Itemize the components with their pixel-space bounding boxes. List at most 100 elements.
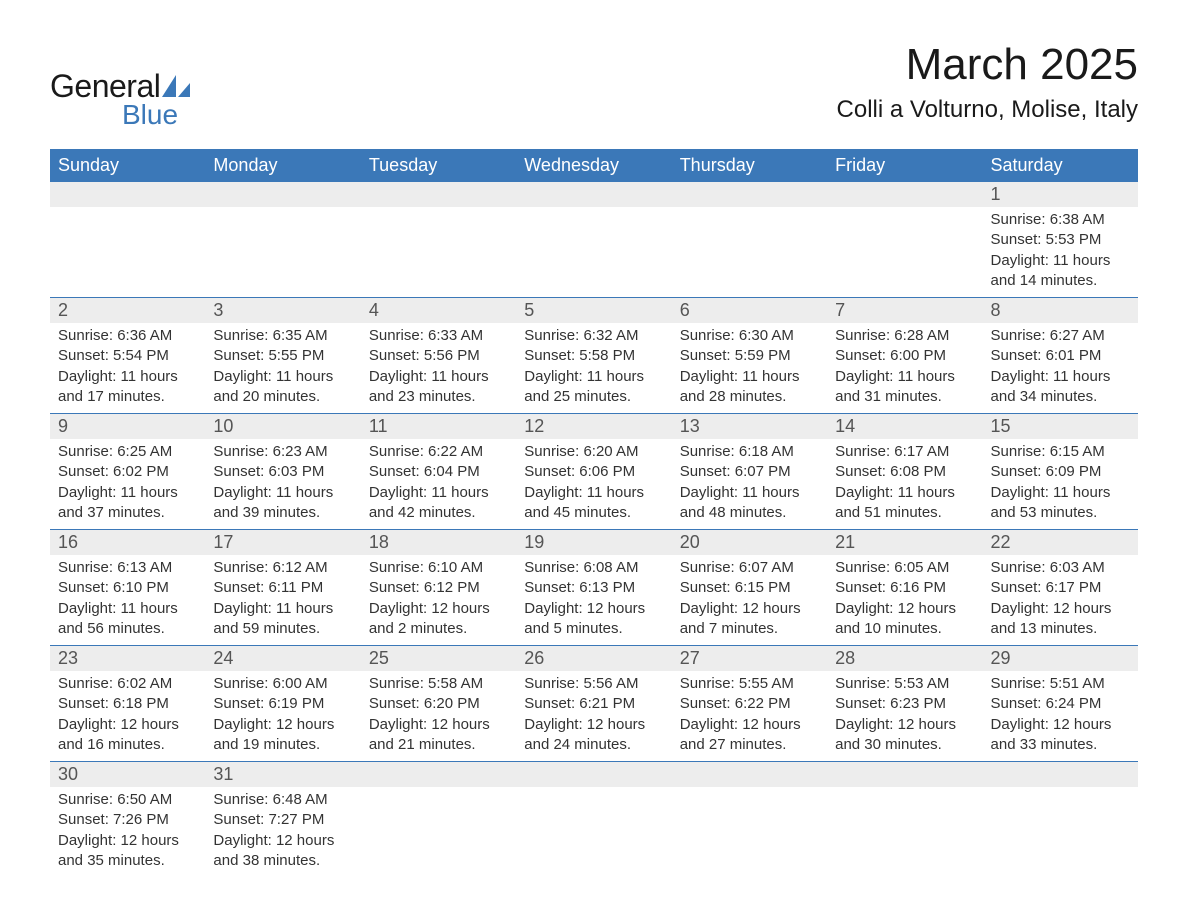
day-number: 9 [50,414,205,439]
sunrise-line: Sunrise: 6:18 AM [680,442,819,462]
title-block: March 2025 Colli a Volturno, Molise, Ita… [837,40,1138,124]
day-number: 20 [672,530,827,555]
day-detail: Sunrise: 5:53 AMSunset: 6:23 PMDaylight:… [827,671,982,761]
day-detail [983,787,1138,877]
day-number: 30 [50,762,205,787]
detail-row: Sunrise: 6:38 AMSunset: 5:53 PMDaylight:… [50,207,1138,297]
day-number [516,182,671,207]
sunset-line: Sunset: 6:12 PM [369,578,508,598]
day-detail: Sunrise: 6:35 AMSunset: 5:55 PMDaylight:… [205,323,360,413]
daynum-row: 16171819202122 [50,529,1138,555]
day-number: 6 [672,298,827,323]
sunset-line: Sunset: 6:07 PM [680,462,819,482]
day-number [361,182,516,207]
daylight-line: Daylight: 12 hours and 19 minutes. [213,715,352,756]
day-detail: Sunrise: 6:50 AMSunset: 7:26 PMDaylight:… [50,787,205,877]
daylight-line: Daylight: 12 hours and 7 minutes. [680,599,819,640]
sunset-line: Sunset: 5:58 PM [524,346,663,366]
sunrise-line: Sunrise: 6:12 AM [213,558,352,578]
sunrise-line: Sunrise: 6:28 AM [835,326,974,346]
day-detail: Sunrise: 6:10 AMSunset: 6:12 PMDaylight:… [361,555,516,645]
sunset-line: Sunset: 5:55 PM [213,346,352,366]
sunset-line: Sunset: 6:04 PM [369,462,508,482]
daylight-line: Daylight: 11 hours and 39 minutes. [213,483,352,524]
day-detail: Sunrise: 6:27 AMSunset: 6:01 PMDaylight:… [983,323,1138,413]
day-detail: Sunrise: 5:55 AMSunset: 6:22 PMDaylight:… [672,671,827,761]
sunset-line: Sunset: 6:09 PM [991,462,1130,482]
sunrise-line: Sunrise: 6:33 AM [369,326,508,346]
day-number: 12 [516,414,671,439]
day-number: 14 [827,414,982,439]
day-detail [361,207,516,297]
daylight-line: Daylight: 11 hours and 56 minutes. [58,599,197,640]
day-detail [361,787,516,877]
sunrise-line: Sunrise: 6:38 AM [991,210,1130,230]
sunrise-line: Sunrise: 5:53 AM [835,674,974,694]
day-detail: Sunrise: 6:15 AMSunset: 6:09 PMDaylight:… [983,439,1138,529]
daylight-line: Daylight: 11 hours and 20 minutes. [213,367,352,408]
day-detail: Sunrise: 5:51 AMSunset: 6:24 PMDaylight:… [983,671,1138,761]
sunset-line: Sunset: 6:20 PM [369,694,508,714]
daylight-line: Daylight: 11 hours and 31 minutes. [835,367,974,408]
day-number [672,182,827,207]
daynum-row: 1 [50,182,1138,207]
daylight-line: Daylight: 12 hours and 27 minutes. [680,715,819,756]
daylight-line: Daylight: 11 hours and 23 minutes. [369,367,508,408]
daylight-line: Daylight: 11 hours and 25 minutes. [524,367,663,408]
day-detail: Sunrise: 6:25 AMSunset: 6:02 PMDaylight:… [50,439,205,529]
day-number: 25 [361,646,516,671]
daylight-line: Daylight: 12 hours and 30 minutes. [835,715,974,756]
day-number: 10 [205,414,360,439]
day-number: 1 [983,182,1138,207]
detail-row: Sunrise: 6:25 AMSunset: 6:02 PMDaylight:… [50,439,1138,529]
day-number: 24 [205,646,360,671]
daylight-line: Daylight: 12 hours and 10 minutes. [835,599,974,640]
daylight-line: Daylight: 12 hours and 38 minutes. [213,831,352,872]
sunset-line: Sunset: 6:06 PM [524,462,663,482]
day-number [827,182,982,207]
day-number: 18 [361,530,516,555]
day-number [983,762,1138,787]
sunrise-line: Sunrise: 6:15 AM [991,442,1130,462]
daylight-line: Daylight: 11 hours and 59 minutes. [213,599,352,640]
day-number: 26 [516,646,671,671]
detail-row: Sunrise: 6:02 AMSunset: 6:18 PMDaylight:… [50,671,1138,761]
sunrise-line: Sunrise: 6:02 AM [58,674,197,694]
sunrise-line: Sunrise: 6:05 AM [835,558,974,578]
day-number: 17 [205,530,360,555]
day-detail [205,207,360,297]
day-detail [516,207,671,297]
day-number: 13 [672,414,827,439]
sunset-line: Sunset: 6:10 PM [58,578,197,598]
day-number: 16 [50,530,205,555]
logo-sail-icon [162,75,190,97]
daylight-line: Daylight: 12 hours and 24 minutes. [524,715,663,756]
daylight-line: Daylight: 12 hours and 13 minutes. [991,599,1130,640]
day-number: 11 [361,414,516,439]
weekday-monday: Monday [205,149,360,182]
sunset-line: Sunset: 6:23 PM [835,694,974,714]
day-detail: Sunrise: 5:56 AMSunset: 6:21 PMDaylight:… [516,671,671,761]
daylight-line: Daylight: 12 hours and 16 minutes. [58,715,197,756]
sunset-line: Sunset: 6:08 PM [835,462,974,482]
daylight-line: Daylight: 11 hours and 14 minutes. [991,251,1130,292]
sunset-line: Sunset: 6:16 PM [835,578,974,598]
daylight-line: Daylight: 11 hours and 17 minutes. [58,367,197,408]
day-detail: Sunrise: 6:22 AMSunset: 6:04 PMDaylight:… [361,439,516,529]
sunrise-line: Sunrise: 6:48 AM [213,790,352,810]
sunset-line: Sunset: 5:54 PM [58,346,197,366]
day-number: 23 [50,646,205,671]
day-detail: Sunrise: 6:12 AMSunset: 6:11 PMDaylight:… [205,555,360,645]
sunset-line: Sunset: 6:22 PM [680,694,819,714]
sunset-line: Sunset: 6:11 PM [213,578,352,598]
detail-row: Sunrise: 6:50 AMSunset: 7:26 PMDaylight:… [50,787,1138,877]
sunset-line: Sunset: 5:59 PM [680,346,819,366]
weekday-header-row: SundayMondayTuesdayWednesdayThursdayFrid… [50,149,1138,182]
day-number: 19 [516,530,671,555]
sunrise-line: Sunrise: 5:58 AM [369,674,508,694]
day-number [205,182,360,207]
day-detail: Sunrise: 6:17 AMSunset: 6:08 PMDaylight:… [827,439,982,529]
sunrise-line: Sunrise: 6:36 AM [58,326,197,346]
day-number [50,182,205,207]
day-number: 31 [205,762,360,787]
